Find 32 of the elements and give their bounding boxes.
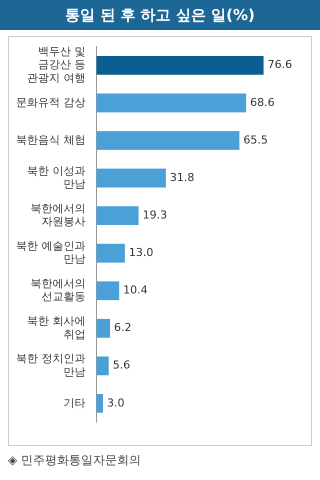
y-tick-label: 북한 이성과 만남 — [26, 164, 86, 191]
y-tick-label: 북한 정치인과 만남 — [16, 352, 86, 378]
data-label: 6.2 — [114, 321, 132, 334]
data-label: 76.6 — [268, 58, 292, 72]
chart-title: 통일 된 후 하고 싶은 일(%) — [0, 0, 320, 30]
bar — [96, 131, 240, 150]
data-label: 19.3 — [142, 208, 168, 222]
bar — [96, 281, 120, 300]
bar — [96, 394, 104, 413]
bar — [96, 318, 110, 338]
data-label: 68.6 — [250, 96, 275, 109]
y-tick-label: 문화유적 감상 — [16, 96, 86, 109]
data-label: 5.6 — [112, 358, 130, 372]
bar — [96, 94, 246, 112]
bar — [96, 56, 264, 75]
bar — [96, 244, 125, 263]
data-label: 31.8 — [170, 170, 194, 184]
data-label: 13.0 — [128, 246, 154, 260]
y-tick-label: 북한 회사에 취업 — [26, 314, 86, 341]
data-label: 3.0 — [107, 396, 125, 410]
y-tick-label: 기타 — [63, 396, 86, 410]
data-label: 65.5 — [243, 133, 268, 146]
y-tick-label: 북한에서의 선교활동 — [30, 277, 86, 304]
data-label: 10.4 — [123, 284, 148, 297]
y-tick-label: 북한 예술인과 만남 — [16, 239, 86, 266]
y-tick-label: 북한에서의 자원봉사 — [30, 202, 86, 228]
text: ◈ 민주평화통일자문회의 — [7, 452, 142, 469]
y-tick-label: 북한음식 체험 — [16, 133, 86, 146]
bar — [96, 206, 139, 226]
bar — [96, 356, 109, 376]
bar — [96, 168, 166, 188]
y-tick-label: 백두산 및 금강산 등 관광지 여행 — [26, 45, 86, 84]
